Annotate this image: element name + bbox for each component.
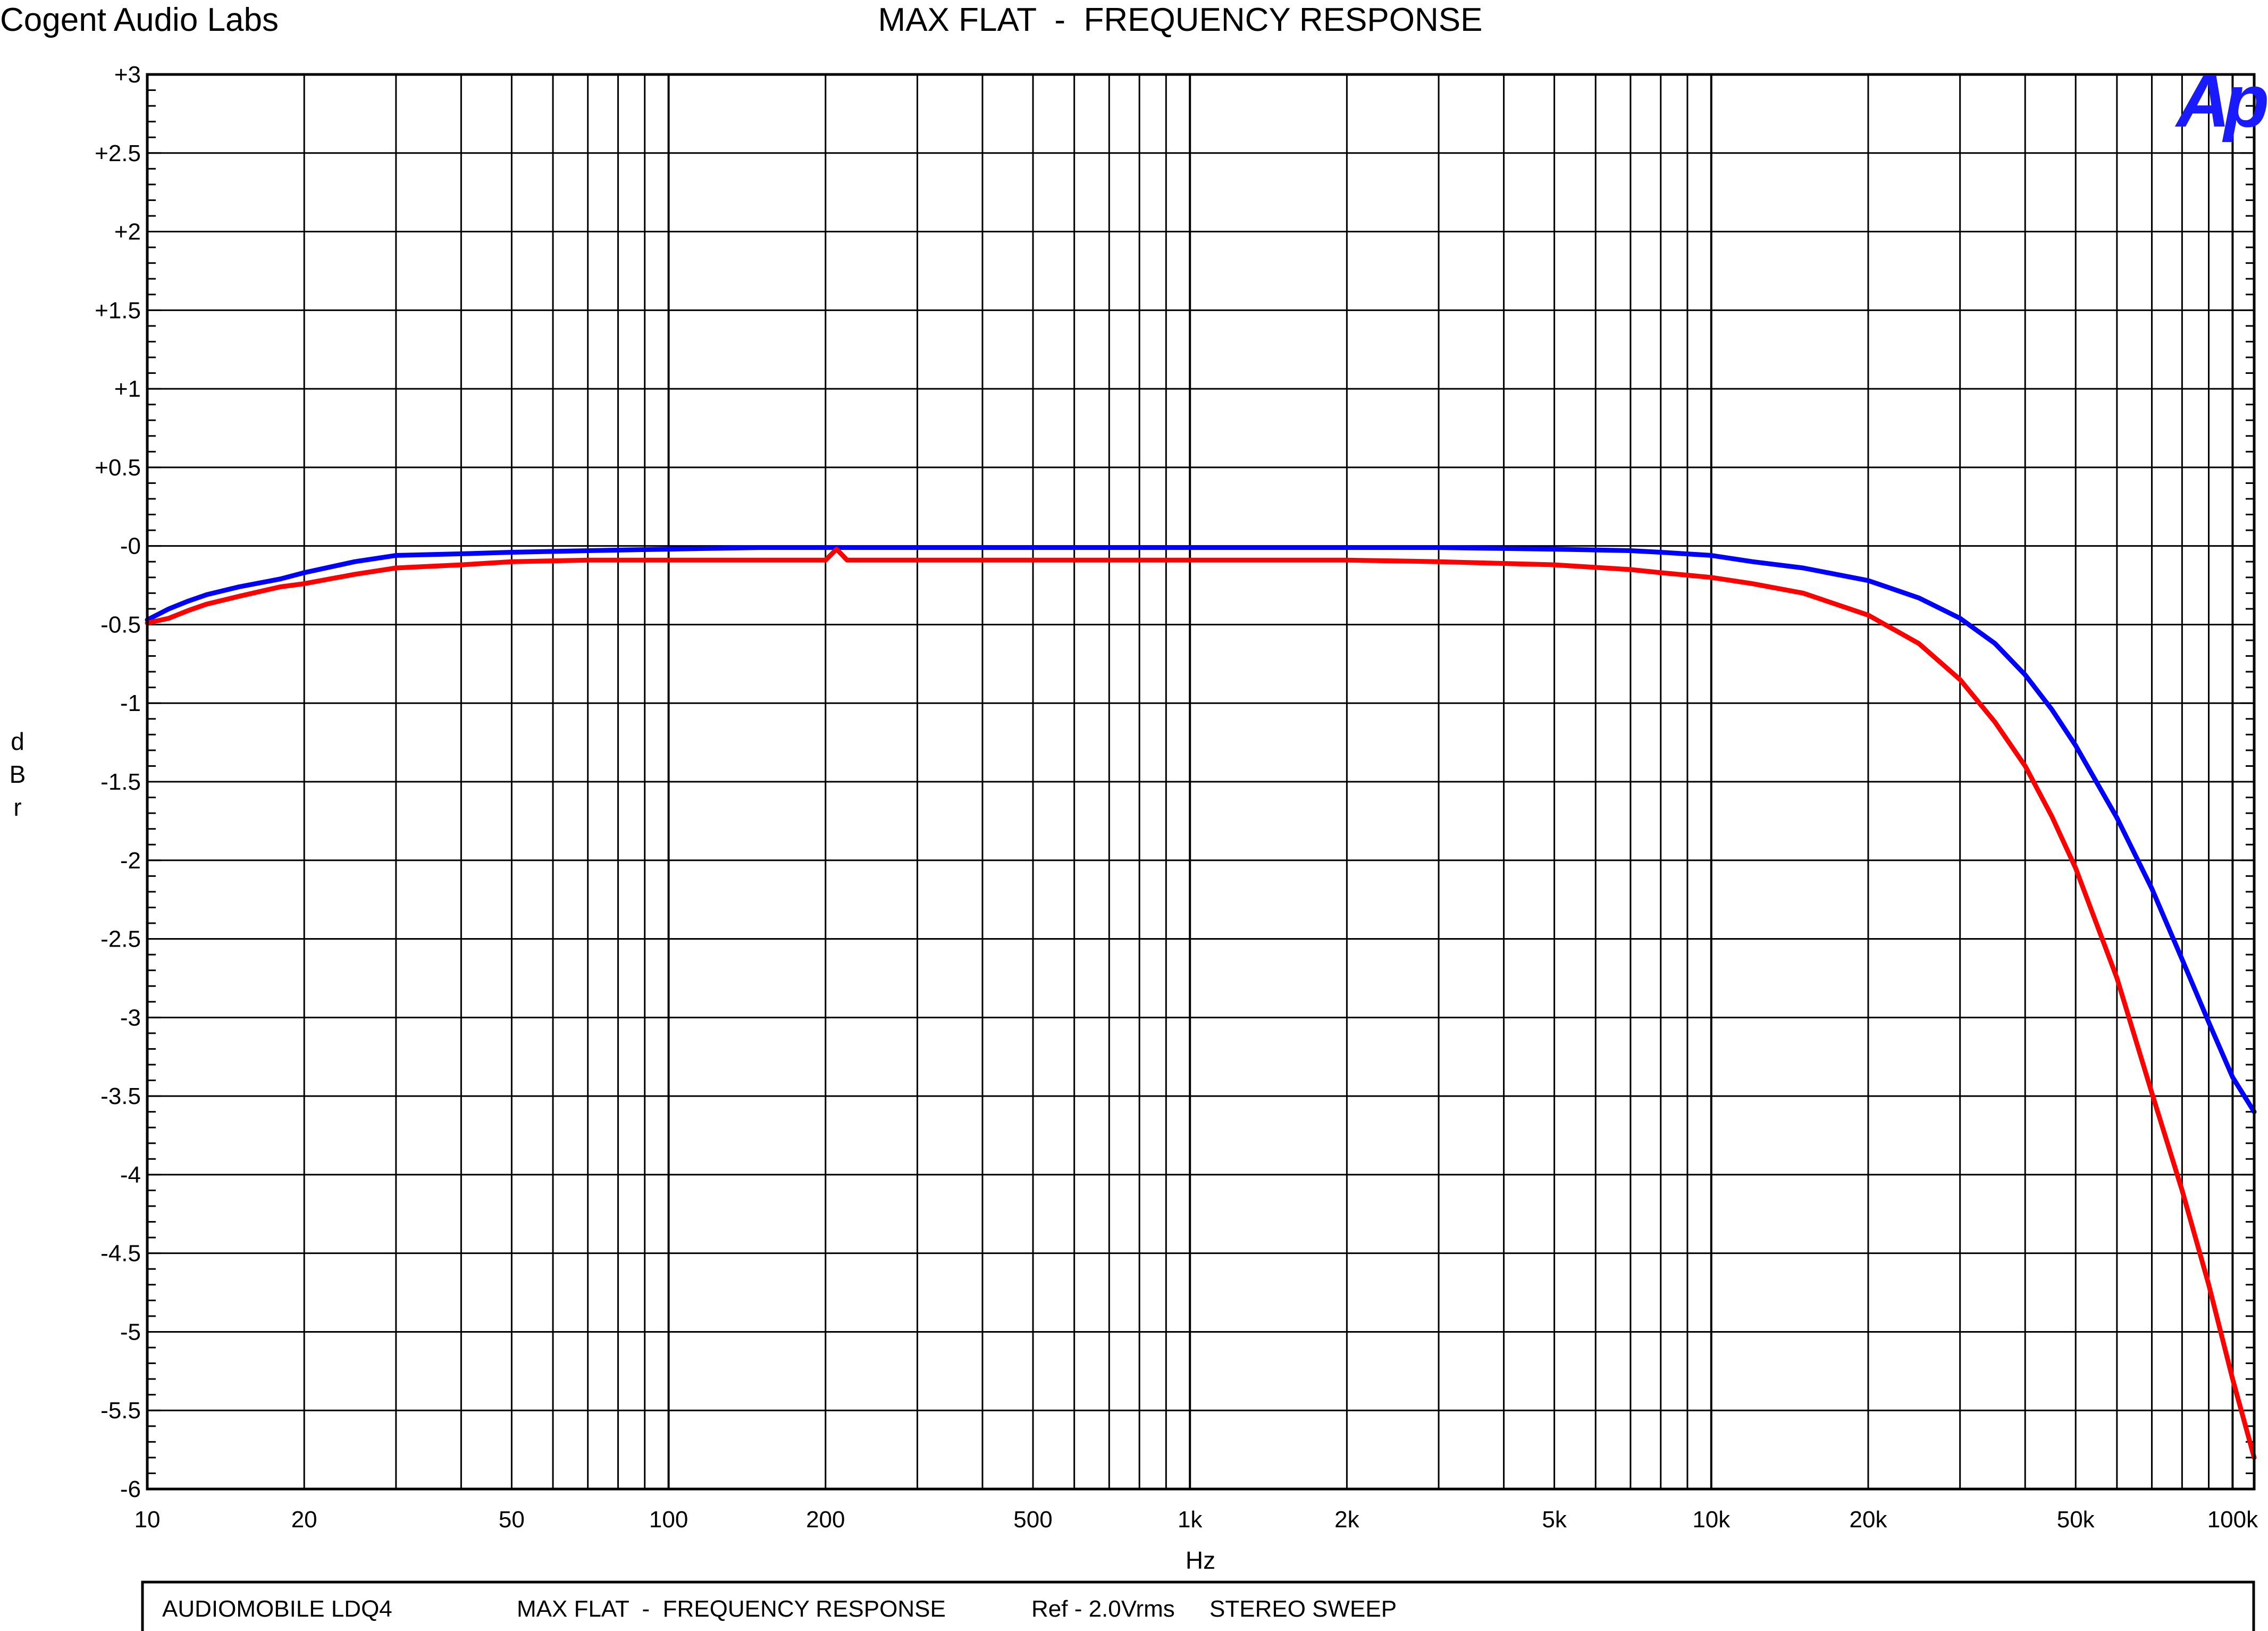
footer-mode: STEREO SWEEP bbox=[1209, 1596, 1397, 1622]
y-tick-label: -3 bbox=[120, 1005, 141, 1031]
x-tick-label: 50 bbox=[499, 1507, 525, 1533]
x-tick-label: 5k bbox=[1542, 1507, 1567, 1533]
footer-ref: Ref - 2.0Vrms bbox=[1031, 1596, 1175, 1622]
series-line-red bbox=[145, 547, 2257, 1460]
y-tick-label: -2 bbox=[120, 848, 141, 874]
y-tick-label: -1.5 bbox=[100, 769, 141, 795]
y-tick-label: -5 bbox=[120, 1319, 141, 1345]
series-line-blue bbox=[145, 545, 2257, 1115]
footer-box bbox=[141, 1580, 2255, 1631]
x-axis-title: Hz bbox=[1186, 1546, 1215, 1574]
x-tick-label: 1k bbox=[1178, 1507, 1203, 1533]
footer-title: MAX FLAT - FREQUENCY RESPONSE bbox=[517, 1596, 946, 1622]
x-tick-label: 10k bbox=[1692, 1507, 1731, 1533]
y-tick-label: -4 bbox=[120, 1162, 141, 1188]
y-tick-label: +1 bbox=[114, 376, 141, 402]
y-tick-label: -0.5 bbox=[100, 612, 141, 638]
audio-precision-logo: Ap bbox=[2175, 59, 2267, 143]
y-tick-label: -6 bbox=[120, 1476, 141, 1502]
x-tick-label: 10 bbox=[135, 1507, 161, 1533]
x-tick-label: 100k bbox=[2207, 1507, 2258, 1533]
x-tick-label: 500 bbox=[1013, 1507, 1052, 1533]
chart-title: MAX FLAT - FREQUENCY RESPONSE bbox=[878, 2, 1483, 38]
y-tick-label: +2.5 bbox=[95, 140, 141, 166]
grid bbox=[147, 74, 2254, 1489]
x-tick-label: 20k bbox=[1850, 1507, 1888, 1533]
y-tick-label: -0 bbox=[120, 533, 141, 559]
y-tick-label: -5.5 bbox=[100, 1398, 141, 1424]
footer-device: AUDIOMOBILE LDQ4 bbox=[162, 1596, 392, 1622]
axis-labels: +3 +2.5 +2 +1.5 +1 +0.5 -0 -0.5 -1 -1.5 -2 -2.5 -3 -3… bbox=[95, 62, 2258, 1533]
y-tick-label: +2 bbox=[114, 219, 141, 245]
y-tick-label: -4.5 bbox=[100, 1241, 141, 1267]
x-tick-label: 2k bbox=[1334, 1507, 1359, 1533]
x-tick-label: 200 bbox=[806, 1507, 845, 1533]
y-tick-label: +0.5 bbox=[95, 455, 141, 481]
y-tick-label: +3 bbox=[114, 62, 141, 88]
y-tick-label: -3.5 bbox=[100, 1083, 141, 1109]
svg-text:dBr: dBr bbox=[10, 727, 26, 821]
plot-frame bbox=[146, 73, 2256, 1491]
x-tick-label: 100 bbox=[649, 1507, 688, 1533]
x-tick-label: 20 bbox=[291, 1507, 317, 1533]
x-tick-label: 50k bbox=[2057, 1507, 2095, 1533]
series-lines bbox=[145, 545, 2257, 1460]
y-tick-label: -2.5 bbox=[100, 926, 141, 952]
y-tick-label: +1.5 bbox=[95, 297, 141, 323]
brand-label: Cogent Audio Labs bbox=[0, 2, 279, 38]
y-tick-label: -1 bbox=[120, 690, 141, 716]
